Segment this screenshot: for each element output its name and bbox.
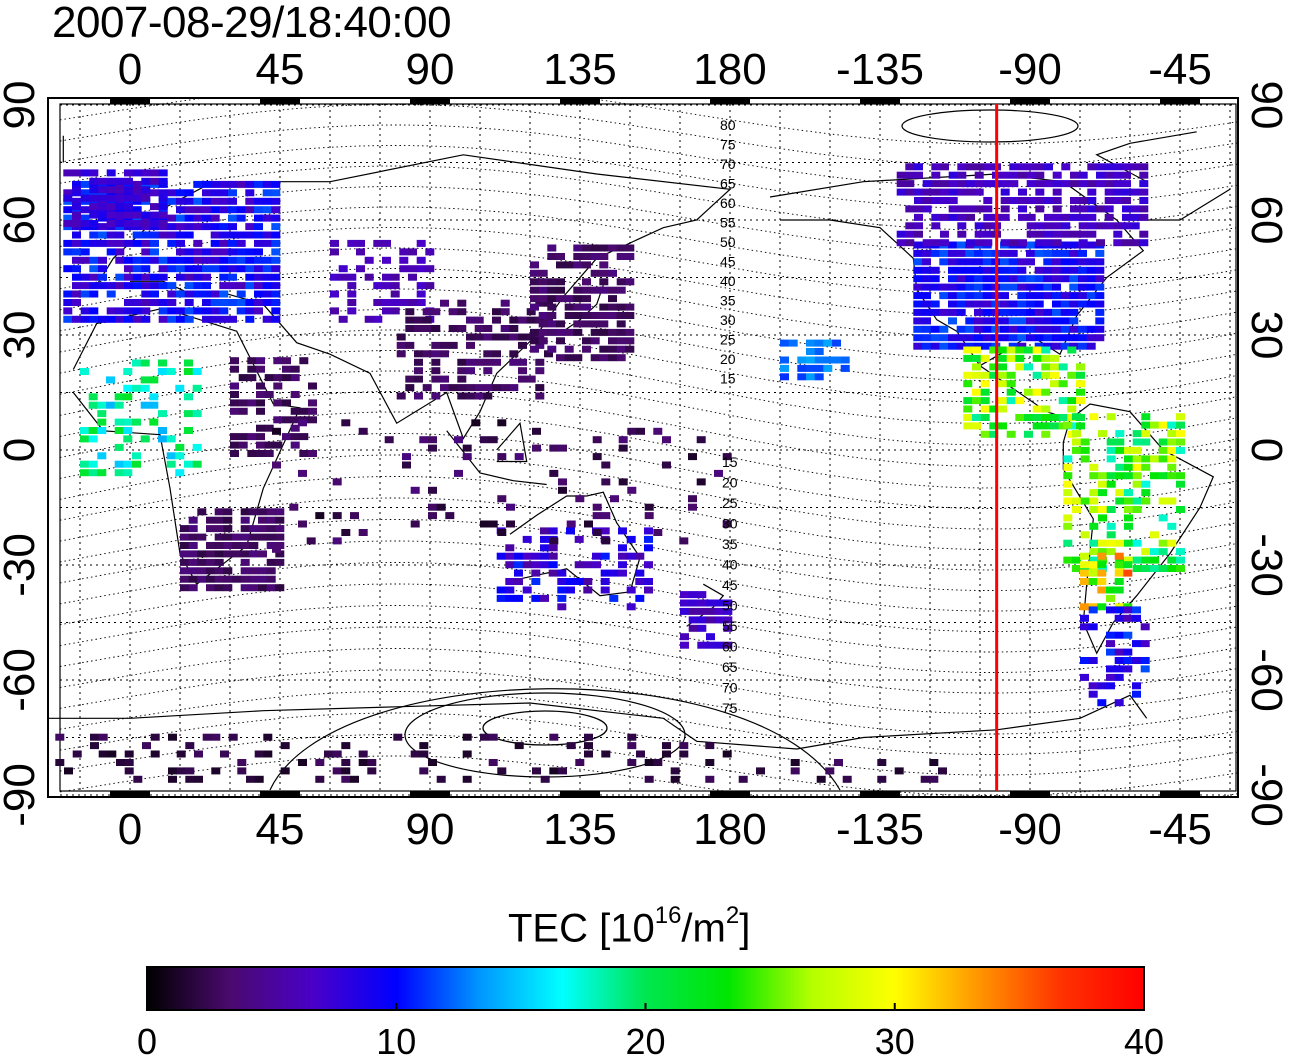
top-lon-label: 180 <box>693 45 766 94</box>
left-lat-label: 30 <box>0 311 44 360</box>
bottom-lon-label: 180 <box>693 805 766 854</box>
frame-ticks <box>110 98 1200 797</box>
right-lat-label: 30 <box>1242 311 1291 360</box>
right-latitude-labels: 90 60 30 0 -30 -60 -90 <box>1242 81 1291 827</box>
contour-label: 45 <box>720 254 736 270</box>
bottom-lon-label: 90 <box>406 805 455 854</box>
left-lat-label: 0 <box>0 438 44 462</box>
contour-label: 15 <box>720 371 736 387</box>
tec-data-cells <box>55 163 1185 783</box>
left-lat-label: -90 <box>0 763 44 827</box>
left-lat-label: 90 <box>0 81 44 130</box>
contour-label: 30 <box>720 312 736 328</box>
top-lon-label: 135 <box>543 45 616 94</box>
colorbar-tick-label: 30 <box>875 1021 915 1057</box>
contour-label: 25 <box>722 495 738 511</box>
top-lon-label: -135 <box>836 45 924 94</box>
colorbar-tick-label: 0 <box>137 1021 157 1057</box>
right-lat-label: -90 <box>1242 763 1291 827</box>
right-lat-label: -30 <box>1242 533 1291 597</box>
colorbar-title-main: TEC [10 <box>508 906 655 951</box>
contour-label: 70 <box>722 680 738 696</box>
contour-labels: 80 75 70 65 60 55 50 45 40 35 30 25 20 15 15 20 25 30 35 40… <box>720 117 738 716</box>
right-lat-label: -60 <box>1242 648 1291 712</box>
map-inner-frame <box>59 103 1237 792</box>
colorbar-title-unit-exponent: 2 <box>725 902 740 929</box>
colorbar-title-exponent: 16 <box>654 902 682 929</box>
contour-label: 55 <box>720 215 736 231</box>
contour-label: 60 <box>722 639 738 655</box>
right-lat-label: 0 <box>1242 438 1291 462</box>
colorbar-title-unit: /m <box>681 906 726 951</box>
bottom-longitude-labels: 0 45 90 135 180 -135 -90 -45 <box>118 805 1212 854</box>
bottom-lon-label: 0 <box>118 805 142 854</box>
contour-label: 20 <box>722 475 738 491</box>
top-lon-label: 90 <box>406 45 455 94</box>
contour-label: 25 <box>720 332 736 348</box>
contour-label: 75 <box>722 700 738 716</box>
colorbar-tick-label: 10 <box>376 1021 416 1057</box>
contour-label: 30 <box>722 516 738 532</box>
contour-label: 65 <box>722 659 738 675</box>
top-lon-label: 45 <box>256 45 305 94</box>
contour-label: 35 <box>720 293 736 309</box>
colorbar-tick-label: 40 <box>1124 1021 1164 1057</box>
contour-label: 45 <box>722 577 738 593</box>
bottom-lon-label: 135 <box>543 805 616 854</box>
contour-label: 40 <box>720 273 736 289</box>
contour-label: 35 <box>722 536 738 552</box>
top-lon-label: 0 <box>118 45 142 94</box>
colorbar-title-end: ] <box>739 906 751 951</box>
bottom-lon-label: 45 <box>256 805 305 854</box>
colorbar-title: TEC [1016/m2] <box>508 902 751 951</box>
contour-label: 20 <box>720 351 736 367</box>
right-lat-label: 90 <box>1242 81 1291 130</box>
top-lon-label: -90 <box>998 45 1062 94</box>
colorbar-ticks: 0 10 20 30 40 <box>137 1003 1164 1057</box>
bottom-lon-label: -135 <box>836 805 924 854</box>
top-lon-label: -45 <box>1148 45 1212 94</box>
left-latitude-labels: 90 60 30 0 -30 -60 -90 <box>0 81 44 827</box>
contour-label: 60 <box>720 195 736 211</box>
contour-label: 80 <box>720 117 736 133</box>
colorbar <box>146 966 1145 1011</box>
contour-label: 50 <box>720 234 736 250</box>
contour-label: 15 <box>722 454 738 470</box>
left-lat-label: -60 <box>0 648 44 712</box>
top-longitude-labels: 0 45 90 135 180 -135 -90 -45 <box>118 45 1212 94</box>
timestamp-title: 2007-08-29/18:40:00 <box>52 0 452 47</box>
contour-label: 70 <box>720 156 736 172</box>
contour-label: 50 <box>722 598 738 614</box>
contour-label: 55 <box>722 618 738 634</box>
bottom-lon-label: -45 <box>1148 805 1212 854</box>
left-lat-label: -30 <box>0 533 44 597</box>
contour-label: 75 <box>720 137 736 153</box>
contour-label: 65 <box>720 176 736 192</box>
contour-label: 40 <box>722 557 738 573</box>
bottom-lon-label: -90 <box>998 805 1062 854</box>
left-lat-label: 60 <box>0 196 44 245</box>
colorbar-tick-label: 20 <box>625 1021 665 1057</box>
right-lat-label: 60 <box>1242 196 1291 245</box>
